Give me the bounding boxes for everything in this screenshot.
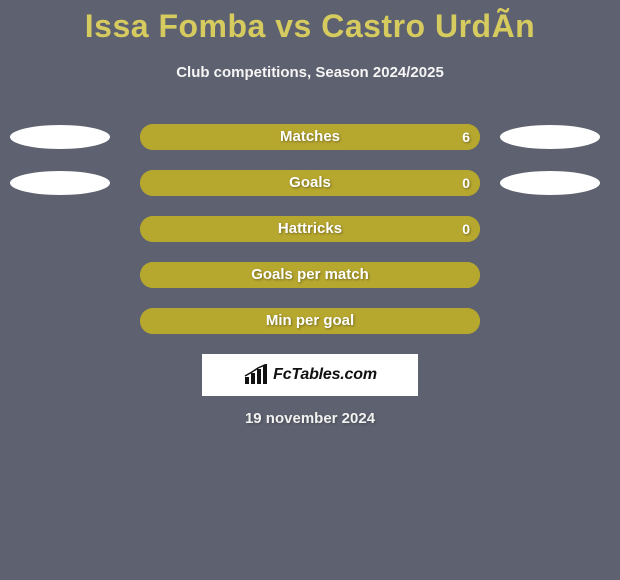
player-marker-right (500, 171, 600, 195)
stat-row: Hattricks0 (0, 216, 620, 262)
bar-chart-icon (243, 364, 269, 386)
stat-row: Goals0 (0, 170, 620, 216)
stat-row: Matches6 (0, 124, 620, 170)
player-marker-left (10, 171, 110, 195)
stat-row: Min per goal (0, 308, 620, 354)
stat-value-right: 6 (462, 124, 470, 150)
stat-label: Goals (140, 170, 480, 196)
stat-label: Min per goal (140, 308, 480, 334)
stats-rows: Matches6Goals0Hattricks0Goals per matchM… (0, 124, 620, 354)
date-label: 19 november 2024 (0, 410, 620, 427)
page-title: Issa Fomba vs Castro UrdÃ­n (0, 8, 620, 45)
stat-label: Hattricks (140, 216, 480, 242)
stat-value-right: 0 (462, 216, 470, 242)
stat-label: Goals per match (140, 262, 480, 288)
stat-value-right: 0 (462, 170, 470, 196)
stat-row: Goals per match (0, 262, 620, 308)
player-marker-right (500, 125, 600, 149)
stat-label: Matches (140, 124, 480, 150)
logo-box: FcTables.com (202, 354, 418, 396)
player-marker-left (10, 125, 110, 149)
logo-text: FcTables.com (273, 366, 377, 384)
subtitle: Club competitions, Season 2024/2025 (0, 64, 620, 81)
